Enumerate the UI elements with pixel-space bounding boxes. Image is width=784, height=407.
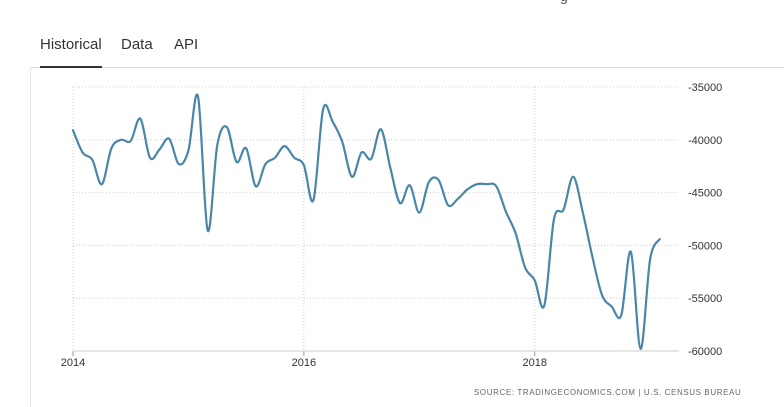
data-point <box>244 146 248 150</box>
data-point <box>158 147 162 151</box>
source-credit: SOURCE: TRADINGECONOMICS.COM | U.S. CENS… <box>474 388 742 397</box>
data-point <box>494 184 498 188</box>
data-point <box>100 182 104 186</box>
data-point <box>215 143 219 147</box>
y-tick-label: -35000 <box>688 82 722 94</box>
data-point <box>129 139 133 143</box>
data-point <box>533 278 537 282</box>
y-tick-label: -40000 <box>688 135 722 147</box>
data-point <box>571 175 575 179</box>
header-text-fragment: g <box>560 0 590 4</box>
data-point <box>292 156 296 160</box>
x-tick-label: 2018 <box>522 357 546 369</box>
tab-data[interactable]: Data <box>121 36 153 53</box>
data-point <box>167 137 171 141</box>
data-point <box>283 144 287 148</box>
data-point <box>658 237 662 241</box>
data-point <box>206 229 210 233</box>
tab-api[interactable]: API <box>174 36 199 53</box>
data-point <box>340 140 344 144</box>
data-point <box>639 347 643 351</box>
data-point <box>311 198 315 202</box>
data-point <box>417 211 421 215</box>
y-tick-label: -55000 <box>688 293 722 305</box>
data-point <box>369 157 373 161</box>
data-point <box>629 250 633 254</box>
series-layer <box>71 93 662 351</box>
data-point <box>513 231 517 235</box>
data-point <box>456 197 460 201</box>
data-point <box>523 266 527 270</box>
chart-frame <box>30 67 784 407</box>
data-point <box>388 166 392 170</box>
grid-layer <box>72 86 679 352</box>
x-tick-label: 2016 <box>292 357 316 369</box>
data-point <box>138 117 142 121</box>
data-point <box>196 95 200 99</box>
data-point <box>485 182 489 186</box>
data-point <box>619 313 623 317</box>
x-tick-label: 2014 <box>61 357 85 369</box>
data-point <box>225 125 229 129</box>
data-point <box>600 293 604 297</box>
data-point <box>254 184 258 188</box>
data-point <box>437 178 441 182</box>
y-tick-label: -45000 <box>688 188 722 200</box>
data-point <box>360 150 364 154</box>
data-point <box>109 146 113 150</box>
data-point <box>331 120 335 124</box>
data-point <box>90 158 94 162</box>
data-point <box>379 127 383 131</box>
data-point <box>302 163 306 167</box>
data-point <box>610 305 614 309</box>
tab-bar: Historical Data API <box>30 27 784 68</box>
data-point <box>504 210 508 214</box>
data-point <box>321 107 325 111</box>
data-point <box>562 208 566 212</box>
data-point <box>119 138 123 142</box>
data-point <box>177 162 181 166</box>
data-point <box>273 156 277 160</box>
data-point <box>408 183 412 187</box>
data-point <box>648 257 652 261</box>
data-point <box>552 217 556 221</box>
data-point <box>71 128 75 132</box>
data-point <box>350 175 354 179</box>
y-tick-label: -50000 <box>688 240 722 252</box>
data-point <box>475 182 479 186</box>
data-point <box>148 156 152 160</box>
data-point <box>465 187 469 191</box>
data-point <box>542 304 546 308</box>
data-point <box>186 148 190 152</box>
data-point <box>398 201 402 205</box>
data-point <box>446 203 450 207</box>
data-point <box>235 160 239 164</box>
tab-historical[interactable]: Historical <box>40 36 102 68</box>
data-point <box>590 255 594 259</box>
data-point <box>581 211 585 215</box>
y-tick-label: -60000 <box>688 346 722 358</box>
data-point <box>427 180 431 184</box>
data-point <box>81 150 85 154</box>
axis-layer: -35000 -40000 -45000 -50000 -55000 -60000 2014… <box>61 82 723 369</box>
data-point <box>263 162 267 166</box>
series-line <box>71 93 661 350</box>
